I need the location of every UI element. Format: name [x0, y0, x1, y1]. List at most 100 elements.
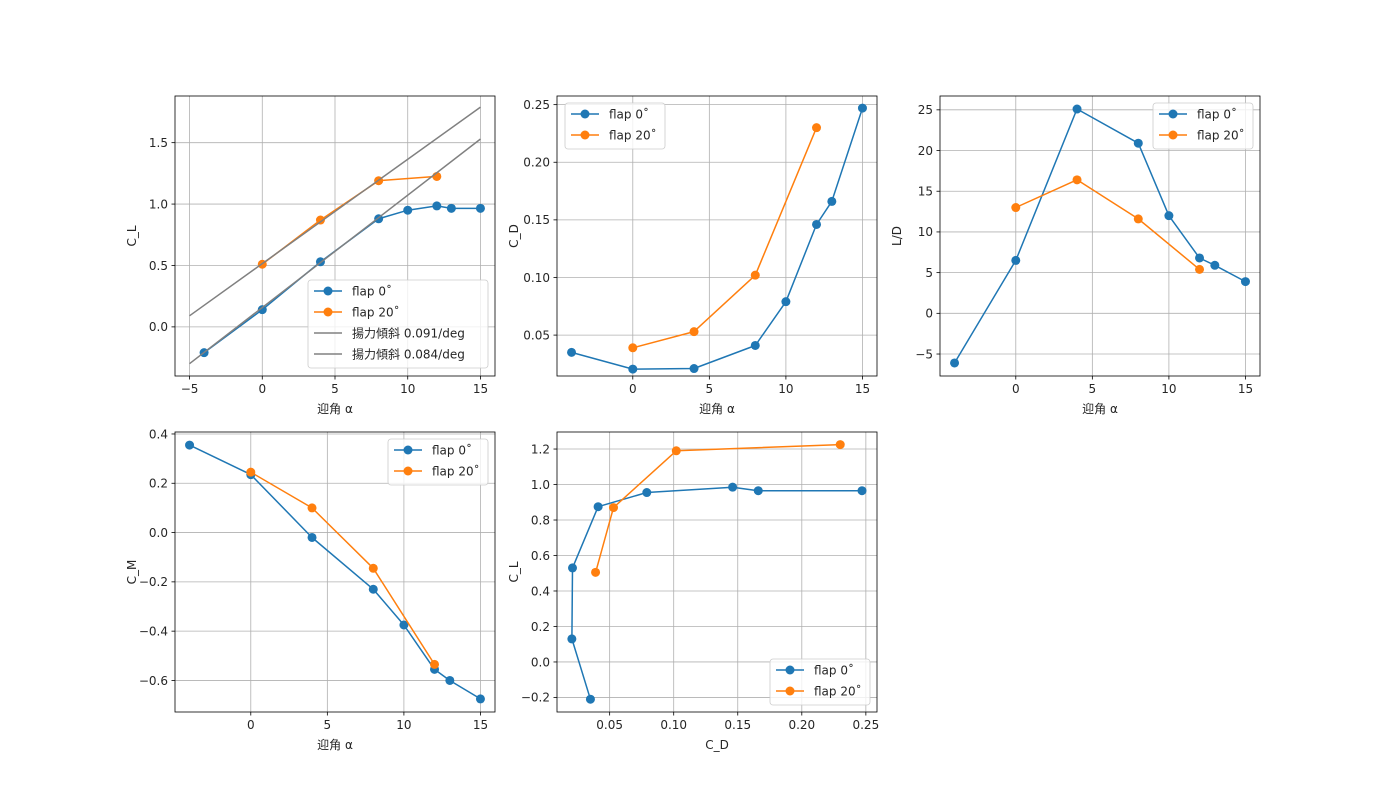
y-tick-label: −0.2: [521, 691, 550, 705]
legend-label: flap 20˚: [609, 128, 657, 143]
legend-frame: [307, 279, 489, 369]
legend: flap 0˚ flap 20˚: [564, 102, 666, 150]
legend-swatch-marker: [1168, 109, 1178, 119]
legend-swatch-marker: [785, 686, 795, 696]
x-tick-label: 0: [247, 718, 255, 732]
data-point: [403, 205, 413, 215]
x-axis-label: 迎角 α: [317, 738, 353, 752]
series-group: [185, 440, 485, 704]
data-point: [246, 467, 256, 477]
series-line: [1015, 179, 1200, 270]
data-point: [827, 196, 837, 206]
x-tick-label: 5: [1089, 382, 1097, 396]
data-point: [835, 440, 845, 450]
y-tick-label: 0.2: [531, 620, 550, 634]
legend-label: flap 0˚: [432, 443, 472, 458]
x-tick-label: 0.15: [724, 718, 751, 732]
series-group: [189, 106, 485, 365]
y-tick-label: 15: [918, 185, 933, 199]
x-axis-label: 迎角 α: [699, 402, 735, 416]
y-tick-label: 20: [918, 144, 933, 158]
data-point: [950, 358, 960, 368]
data-point: [1164, 211, 1174, 221]
data-point: [1072, 104, 1082, 114]
subplot-2: 0 5 10 15 0.05 0.10 0.15 0.20 0.25 迎角 α C_D flap 0˚…: [507, 95, 878, 416]
data-point: [315, 215, 325, 225]
data-point: [1133, 214, 1143, 224]
series-line: [632, 127, 818, 349]
series-group: [567, 440, 867, 704]
data-point: [567, 634, 577, 644]
y-tick-label: 0.25: [523, 98, 550, 112]
data-point: [1210, 260, 1220, 270]
legend-label: flap 0˚: [1197, 107, 1237, 122]
data-point: [689, 364, 699, 374]
data-point: [307, 532, 317, 542]
legend-label: flap 20˚: [432, 464, 480, 479]
y-tick-label: −0.6: [139, 674, 168, 688]
grid: [940, 96, 1260, 376]
x-tick-label: 0: [1012, 382, 1020, 396]
y-tick-label: 25: [918, 103, 933, 117]
y-tick-label: −0.2: [139, 575, 168, 589]
y-tick-label: 5: [925, 266, 933, 280]
x-tick-label: 0.25: [852, 718, 879, 732]
x-tick-label: 10: [778, 382, 793, 396]
data-point: [475, 203, 485, 213]
series-line: [594, 443, 841, 573]
series-group: [950, 104, 1250, 368]
data-point: [750, 340, 760, 350]
data-point: [568, 563, 578, 573]
y-tick-label: 0.10: [523, 271, 550, 285]
data-point: [1240, 277, 1250, 287]
y-tick-label: 0.0: [149, 526, 168, 540]
data-point: [185, 440, 195, 450]
legend-label: flap 20˚: [352, 305, 400, 320]
series-line: [189, 138, 481, 365]
data-point: [368, 584, 378, 594]
data-point: [591, 567, 601, 577]
legend-swatch-marker: [323, 286, 333, 296]
data-point: [368, 563, 378, 573]
legend-swatch-marker: [323, 307, 333, 317]
data-point: [628, 364, 638, 374]
y-tick-label: 0.20: [523, 156, 550, 170]
x-tick-label: −5: [181, 382, 199, 396]
x-tick-label: 0.10: [660, 718, 687, 732]
data-point: [781, 297, 791, 307]
data-point: [475, 694, 485, 704]
y-axis-label: C_M: [125, 560, 139, 585]
data-point: [753, 486, 763, 496]
y-axis-label: C_D: [507, 224, 521, 248]
x-tick-label: 0: [258, 382, 266, 396]
x-tick-label: 5: [324, 718, 332, 732]
series-line: [261, 175, 437, 265]
x-tick-label: 5: [331, 382, 339, 396]
data-point: [399, 620, 409, 630]
y-tick-label: 1.0: [149, 197, 168, 211]
data-point: [257, 305, 267, 315]
y-tick-label: −5: [915, 347, 933, 361]
data-point: [857, 486, 867, 496]
y-tick-label: 0: [925, 307, 933, 321]
y-tick-label: 10: [918, 225, 933, 239]
y-tick-label: 0.4: [149, 427, 168, 441]
y-axis-label: C_L: [125, 225, 139, 246]
subplot-5: 0.05 0.10 0.15 0.20 0.25 −0.2 0.0 0.2 0.4 0.6 0.8 1…: [507, 431, 879, 752]
data-point: [1195, 253, 1205, 263]
x-tick-label: 0.05: [596, 718, 623, 732]
data-point: [671, 446, 681, 456]
x-axis-label: C_D: [705, 738, 729, 752]
x-axis-label: 迎角 α: [1082, 402, 1118, 416]
y-tick-label: 1.0: [531, 478, 550, 492]
data-point: [812, 219, 822, 229]
y-tick-label: 1.5: [149, 136, 168, 150]
data-point: [430, 659, 440, 669]
y-tick-label: −0.4: [139, 624, 168, 638]
legend-swatch-marker: [580, 130, 590, 140]
series-group: [567, 103, 867, 374]
series-line: [250, 471, 436, 665]
data-point: [608, 503, 618, 513]
x-tick-label: 0: [629, 382, 637, 396]
